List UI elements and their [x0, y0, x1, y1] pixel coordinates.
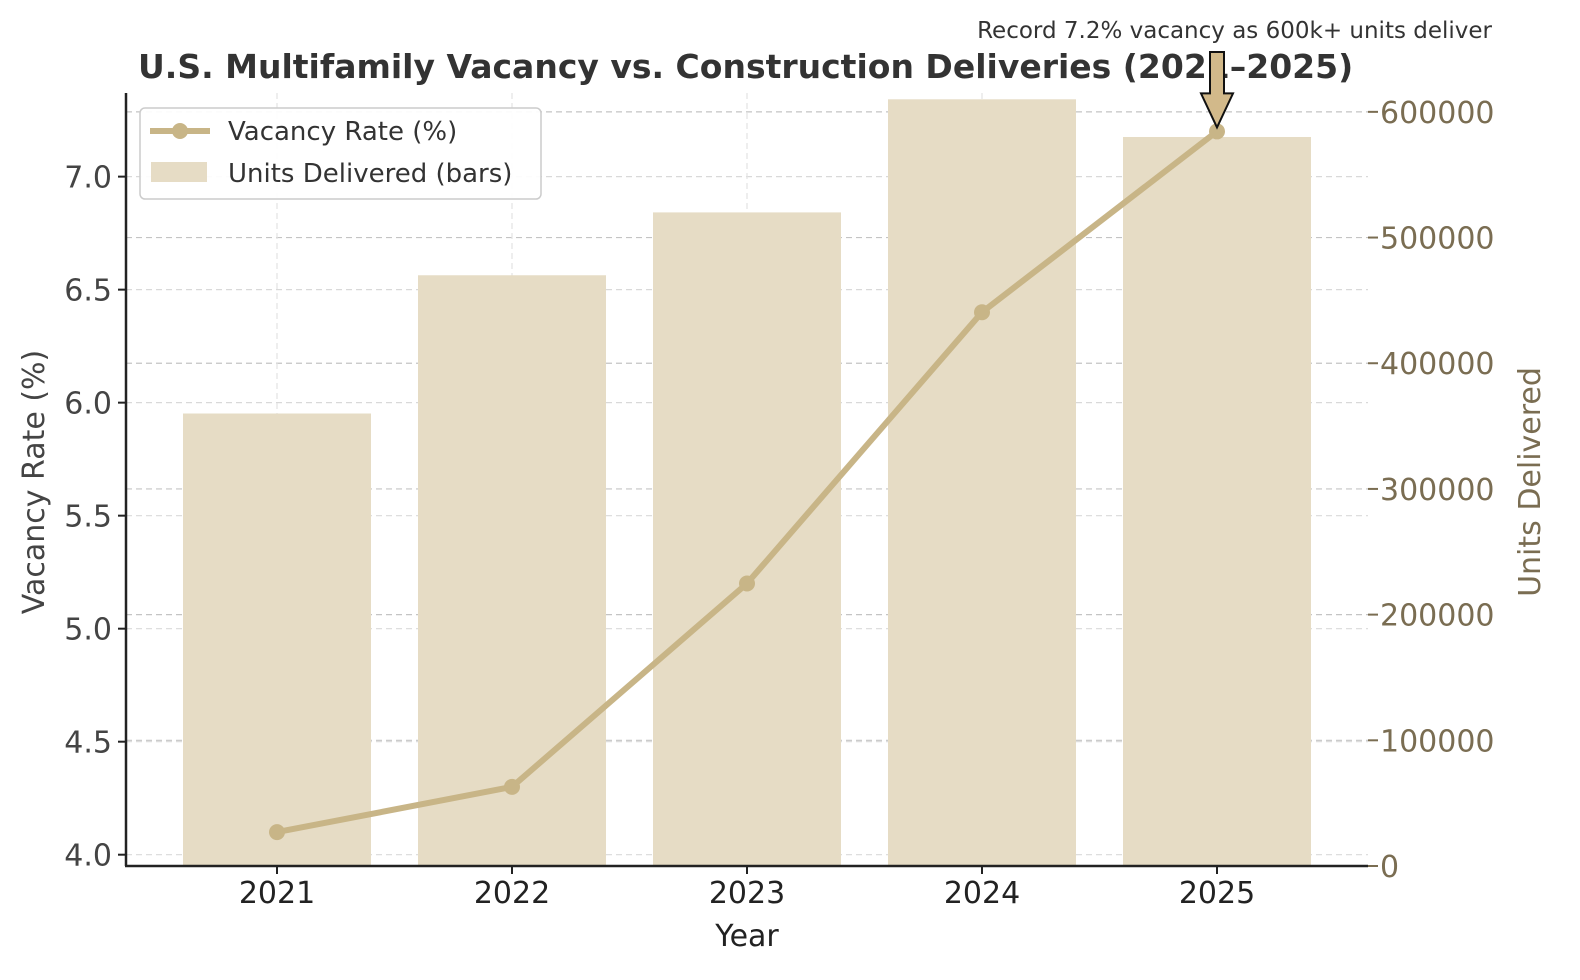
y2-tick-label: 200000 [1380, 599, 1495, 634]
vacancy-point-2022 [504, 778, 520, 795]
x-tick-label: 2021 [239, 876, 315, 911]
y2-tick-label: 600000 [1380, 96, 1495, 131]
y2-tick-label: 0 [1380, 850, 1399, 885]
bar-2025 [1123, 136, 1311, 866]
vacancy-point-2025 [1209, 123, 1225, 140]
y-tick-label: 6.5 [64, 274, 112, 309]
legend: Vacancy Rate (%) Units Delivered (bars) [139, 107, 542, 200]
annotation-arrow-shape [1199, 51, 1235, 130]
vacancy-point-2023 [739, 575, 755, 592]
y-tick-label: 4.0 [64, 839, 112, 874]
y2-tick-label: 400000 [1380, 347, 1495, 382]
y-tick-label: 5.5 [64, 500, 112, 535]
vacancy-line [269, 123, 1225, 841]
legend-marker-swatch [172, 123, 188, 139]
y-tick-label: 5.0 [64, 613, 112, 648]
y-tick-label: 4.5 [64, 726, 112, 761]
annotation-text: Record 7.2% vacancy as 600k+ units deliv… [977, 18, 1492, 44]
legend-label-units: Units Delivered (bars) [228, 159, 512, 189]
y-axis-label: Vacancy Rate (%) [17, 350, 52, 615]
x-tick-label: 2023 [709, 876, 785, 911]
legend-box [139, 107, 542, 200]
y2-tick-label: 500000 [1380, 222, 1495, 257]
y-tick-label: 7.0 [64, 161, 112, 196]
vacancy-point-2024 [974, 304, 990, 321]
legend-bar-swatch [151, 162, 207, 182]
y2-tick-label: 100000 [1380, 724, 1495, 759]
chart-title: U.S. Multifamily Vacancy vs. Constructio… [138, 47, 1353, 86]
x-axis-label: Year [714, 919, 779, 954]
annotation-arrow [1199, 51, 1235, 130]
bar-2023 [653, 212, 841, 867]
vacancy-point-2021 [269, 824, 285, 841]
y2-tick-label: 300000 [1380, 473, 1495, 508]
x-tick-label: 2024 [944, 876, 1020, 911]
bar-2021 [183, 413, 371, 866]
axes: 4.0 4.5 5.0 5.5 6.0 6.5 7.0 0 100000 200000 300000… [64, 93, 1495, 911]
bars [183, 99, 1311, 867]
legend-label-vacancy: Vacancy Rate (%) [228, 117, 457, 147]
y-tick-label: 6.0 [64, 387, 112, 422]
x-tick-label: 2022 [474, 876, 550, 911]
x-tick-label: 2025 [1179, 876, 1255, 911]
y2-axis-label: Units Delivered [1513, 367, 1548, 597]
bar-2024 [888, 99, 1076, 867]
bar-2022 [418, 275, 606, 866]
